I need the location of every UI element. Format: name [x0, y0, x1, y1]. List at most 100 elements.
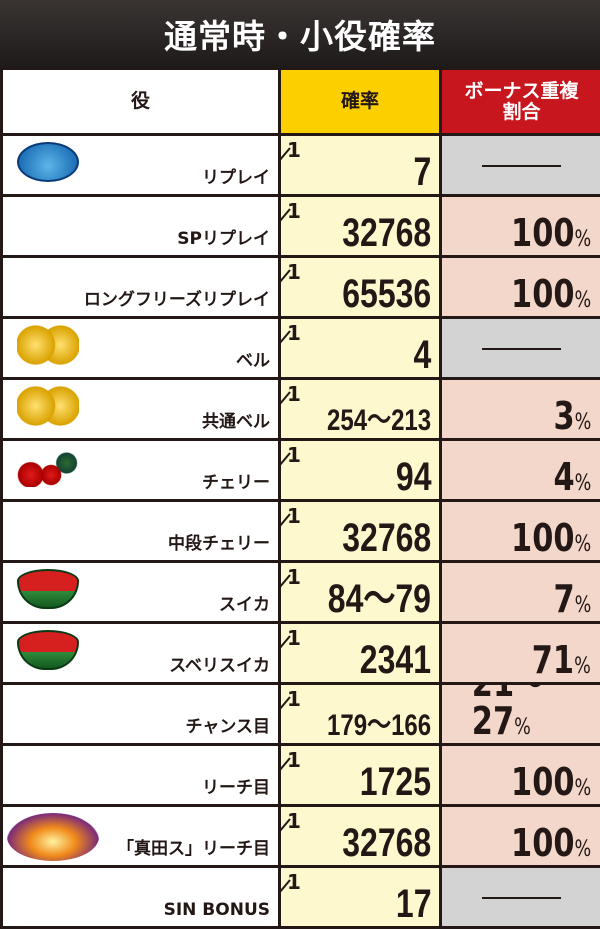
percent-unit: % [514, 715, 531, 740]
probability-value: 4 [413, 333, 431, 377]
fraction-numerator: 1 [281, 689, 301, 718]
role-name: リプレイ [202, 168, 270, 188]
bonus-overlap-cell: 100% [442, 197, 600, 255]
none-dash [482, 165, 561, 167]
fraction-numerator: 1 [281, 809, 301, 840]
probability-value: 2341 [359, 638, 431, 682]
role-cell: ロングフリーズリプレイ [3, 258, 278, 316]
fraction-numerator: 1 [281, 443, 301, 474]
role-cell: SPリプレイ [3, 197, 278, 255]
role-name: 中段チェリー [168, 534, 270, 554]
role-cell: SIN BONUS [3, 868, 278, 926]
bonus-overlap-value: 100% [511, 214, 591, 252]
numerator: 1 [287, 138, 301, 162]
role-cell: スイカ [3, 563, 278, 621]
header-probability: 確率 [281, 70, 439, 133]
header-role: 役 [3, 70, 278, 133]
bonus-percent: 71 [531, 638, 575, 682]
fraction-numerator: 1 [281, 748, 301, 779]
bonus-overlap-value: 100% [511, 275, 591, 313]
fraction-numerator: 1 [281, 565, 301, 596]
percent-unit: % [574, 471, 591, 496]
probability-value: 32768 [342, 821, 431, 865]
role-cell: リプレイ [3, 136, 278, 194]
role-name: チェリー [202, 473, 270, 493]
numerator: 1 [287, 443, 301, 467]
percent-unit: % [574, 227, 591, 252]
numerator: 1 [287, 565, 301, 589]
role-name: ロングフリーズリプレイ [83, 290, 270, 310]
percent-unit: % [574, 532, 591, 557]
role-cell: スベリスイカ [3, 624, 278, 682]
numerator: 1 [287, 870, 301, 894]
probability-value: 65536 [342, 272, 431, 316]
bonus-percent: 7 [553, 577, 575, 621]
fraction-numerator: 1 [281, 138, 301, 169]
role-cell: ベル [3, 319, 278, 377]
numerator: 1 [287, 748, 301, 772]
probability-cell: 1 32768 [281, 502, 439, 560]
bonus-percent: 100 [510, 211, 575, 255]
bonus-percent: 100 [510, 760, 575, 804]
bonus-overlap-cell: 7% [442, 563, 600, 621]
bonus-overlap-cell: 3% [442, 380, 600, 438]
role-name: SPリプレイ [177, 229, 270, 249]
role-cell: チェリー [3, 441, 278, 499]
numerator: 1 [287, 626, 301, 650]
probability-cell: 1 84～79 [281, 563, 439, 621]
role-name: リーチ目 [202, 778, 270, 798]
role-name: SIN BONUS [163, 900, 270, 920]
fraction-numerator: 1 [281, 260, 301, 291]
role-cell: チャンス目 [3, 685, 278, 743]
probability-value: 7 [413, 150, 431, 194]
probability-cell: 1 32768 [281, 807, 439, 865]
numerator: 1 [287, 382, 301, 406]
percent-unit: % [574, 593, 591, 618]
numerator: 1 [287, 321, 301, 345]
role-name: スイカ [219, 595, 270, 615]
bonus-percent: 4 [553, 455, 575, 499]
role-cell: 共通ベル [3, 380, 278, 438]
bonus-overlap-cell [442, 319, 600, 377]
role-cell: リーチ目 [3, 746, 278, 804]
none-dash [482, 897, 561, 899]
special-icon [7, 813, 99, 861]
cherry-icon [17, 447, 79, 487]
probability-value: 84～79 [327, 577, 431, 621]
probability-cell: 1 254～213 [281, 380, 439, 438]
percent-unit: % [574, 410, 591, 435]
role-name: チャンス目 [185, 717, 271, 737]
bonus-overlap-cell: 100% [442, 746, 600, 804]
numerator: 1 [287, 504, 301, 528]
numerator: 1 [287, 260, 301, 284]
bonus-overlap-value: 100% [511, 763, 591, 801]
numerator: 1 [287, 809, 301, 833]
probability-cell: 1 179～166 [281, 685, 439, 743]
bonus-overlap-value: 21～27% [472, 685, 591, 740]
replay-icon [17, 142, 79, 182]
header-bonus-overlap: ボーナス重複割合 [442, 70, 600, 133]
bonus-overlap-cell: 100% [442, 502, 600, 560]
bonus-percent: 100 [510, 516, 575, 560]
percent-unit: % [574, 837, 591, 862]
fraction-numerator: 1 [281, 504, 301, 535]
fraction-numerator: 1 [281, 626, 301, 657]
probability-cell: 1 94 [281, 441, 439, 499]
fraction-numerator: 1 [281, 382, 301, 413]
probability-value: 1725 [359, 760, 431, 804]
probability-cell: 1 2341 [281, 624, 439, 682]
probability-cell: 1 65536 [281, 258, 439, 316]
probability-value: 94 [395, 455, 431, 499]
fraction-numerator: 1 [281, 321, 301, 352]
none-dash [482, 348, 561, 350]
probability-value: 32768 [342, 211, 431, 255]
probability-value: 17 [395, 882, 431, 926]
bonus-percent: 100 [510, 272, 575, 316]
bonus-overlap-value: 4% [553, 458, 591, 496]
bell-icon [17, 386, 79, 426]
numerator: 1 [287, 199, 301, 223]
fraction-numerator: 1 [281, 870, 301, 901]
bonus-overlap-cell: 100% [442, 807, 600, 865]
bonus-overlap-cell: 4% [442, 441, 600, 499]
